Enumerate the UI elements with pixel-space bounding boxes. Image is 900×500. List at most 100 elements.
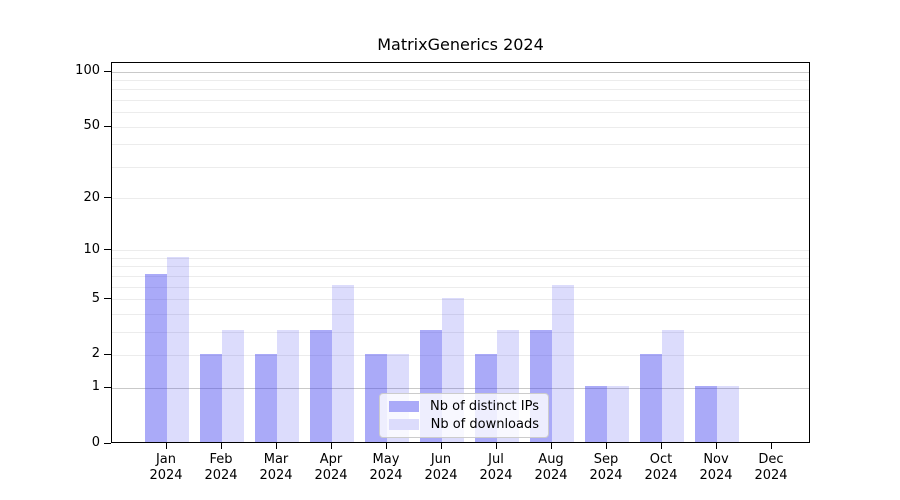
x-tick-month: May — [372, 452, 400, 467]
x-tick-label: Oct 2024 — [626, 452, 696, 484]
gridline — [112, 100, 809, 102]
bar-downloads — [607, 386, 629, 442]
y-tick-mark — [104, 125, 111, 127]
x-tick-year: 2024 — [534, 468, 568, 483]
y-tick-mark — [104, 353, 111, 355]
y-tick-label: 0 — [91, 435, 100, 450]
bar-downloads — [717, 386, 739, 442]
gridline — [112, 313, 809, 315]
x-tick-label: Sep 2024 — [571, 452, 641, 484]
x-tick-month: Sep — [593, 452, 619, 467]
legend: Nb of distinct IPs Nb of downloads — [379, 393, 549, 438]
x-tick-label: Dec 2024 — [736, 452, 806, 484]
bar-downloads — [222, 330, 244, 442]
chart-title: MatrixGenerics 2024 — [377, 35, 544, 54]
x-tick-year: 2024 — [314, 468, 348, 483]
x-tick-mark — [275, 443, 277, 449]
y-tick-mark — [104, 197, 111, 199]
x-tick-mark — [605, 443, 607, 449]
x-tick-year: 2024 — [699, 468, 733, 483]
gridline — [112, 275, 809, 277]
x-tick-year: 2024 — [204, 468, 238, 483]
y-tick-label: 5 — [91, 290, 100, 306]
bar-downloads — [277, 330, 299, 442]
gridline — [112, 144, 809, 146]
x-tick-month: Feb — [209, 452, 233, 467]
gridline — [112, 126, 809, 128]
gridline — [112, 354, 809, 356]
x-tick-mark — [165, 443, 167, 449]
x-tick-label: Apr 2024 — [296, 452, 366, 484]
gridline — [112, 258, 809, 259]
x-tick-year: 2024 — [369, 468, 403, 483]
x-tick-year: 2024 — [149, 468, 183, 483]
y-tick-mark — [104, 386, 111, 388]
x-tick-mark — [440, 443, 442, 449]
y-tick-label: 100 — [75, 63, 100, 79]
legend-swatch-downloads — [389, 419, 419, 430]
y-tick-label: 1 — [91, 379, 100, 395]
bar-distinct-ips — [200, 353, 222, 442]
bar-downloads — [552, 285, 574, 442]
x-tick-month: Jan — [155, 452, 177, 467]
y-tick-mark — [104, 249, 111, 251]
gridline — [112, 80, 809, 82]
gridline — [112, 266, 809, 268]
x-tick-month: Apr — [319, 452, 343, 467]
bar-distinct-ips — [585, 386, 607, 442]
x-tick-month: Jul — [488, 452, 504, 467]
gridline — [112, 166, 809, 168]
bar-distinct-ips — [145, 274, 167, 442]
x-tick-month: Dec — [758, 452, 784, 467]
gridline — [112, 331, 809, 333]
x-tick-mark — [660, 443, 662, 449]
gridline — [112, 89, 809, 91]
x-tick-label: Mar 2024 — [241, 452, 311, 484]
gridline-major — [112, 71, 809, 73]
x-tick-mark — [495, 443, 497, 449]
y-tick-label: 2 — [91, 346, 100, 362]
y-tick-label: 50 — [83, 118, 100, 134]
x-tick-month: Nov — [703, 452, 729, 467]
x-tick-mark — [715, 443, 717, 449]
x-tick-year: 2024 — [259, 468, 293, 483]
x-tick-label: Feb 2024 — [186, 452, 256, 484]
legend-item-distinct-ips: Nb of distinct IPs — [389, 399, 539, 414]
x-tick-mark — [770, 443, 772, 449]
x-tick-mark — [220, 443, 222, 449]
x-tick-label: Nov 2024 — [681, 452, 751, 484]
x-tick-month: Mar — [263, 452, 289, 467]
x-tick-year: 2024 — [644, 468, 678, 483]
x-tick-year: 2024 — [754, 468, 788, 483]
y-tick-label: 10 — [83, 241, 100, 257]
bar-distinct-ips — [310, 330, 332, 442]
x-tick-month: Jun — [430, 452, 452, 467]
x-tick-month: Aug — [538, 452, 564, 467]
legend-label-downloads: Nb of downloads — [430, 417, 539, 432]
y-tick-mark — [104, 442, 111, 444]
gridline — [112, 250, 809, 252]
bar-downloads — [662, 330, 684, 442]
bar-downloads — [167, 256, 189, 442]
legend-swatch-distinct-ips — [389, 401, 419, 412]
gridline — [112, 299, 809, 301]
x-tick-month: Oct — [649, 452, 673, 467]
y-tick-mark — [104, 70, 111, 72]
gridline — [112, 286, 809, 288]
legend-item-downloads: Nb of downloads — [389, 417, 539, 432]
x-tick-year: 2024 — [589, 468, 623, 483]
x-tick-year: 2024 — [424, 468, 458, 483]
x-tick-mark — [385, 443, 387, 449]
bar-downloads — [332, 285, 354, 442]
bar-distinct-ips — [695, 386, 717, 442]
x-tick-label: Jul 2024 — [461, 452, 531, 484]
x-tick-label: May 2024 — [351, 452, 421, 484]
x-tick-mark — [550, 443, 552, 449]
gridline — [112, 112, 809, 114]
bar-distinct-ips — [640, 353, 662, 442]
x-tick-year: 2024 — [479, 468, 513, 483]
bar-distinct-ips — [255, 353, 277, 442]
x-tick-label: Aug 2024 — [516, 452, 586, 484]
gridline-major — [112, 387, 809, 389]
